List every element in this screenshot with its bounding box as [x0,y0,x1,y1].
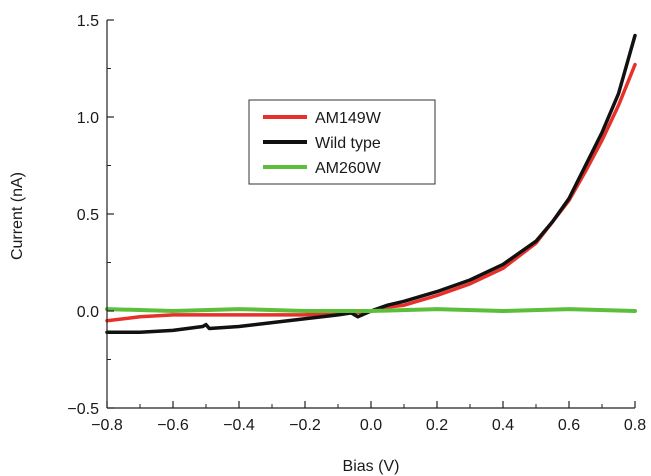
x-tick-label: −0.8 [91,417,123,434]
y-tick-label: 0.5 [77,207,99,224]
series-line-3 [105,307,637,313]
x-tick-label: 0.0 [360,417,382,434]
axes: −0.8 −0.6 −0.4 −0.2 0.0 0.2 0.4 0.6 0.8 −0.5 0.0 0.… [67,13,646,434]
x-tick-label: 0.2 [426,417,448,434]
x-tick-label: 0.4 [492,417,514,434]
series-lines [105,33,637,335]
y-tick-label: 0.0 [77,304,99,321]
y-axis-title: Current (nA) [9,172,26,260]
legend-label: AM260W [315,160,382,177]
legend-label: AM149W [315,110,382,127]
x-tick-label: −0.4 [223,417,255,434]
x-axis-title: Bias (V) [343,458,400,475]
legend: AM149W Wild type AM260W [248,99,436,185]
x-tick-label: −0.6 [157,417,189,434]
x-tick-label: 0.6 [558,417,580,434]
y-tick-label: 1.5 [77,13,99,30]
y-tick-label: 1.0 [77,110,99,127]
legend-label: Wild type [315,135,381,152]
x-tick-label: −0.2 [289,417,321,434]
y-tick-label: −0.5 [67,401,99,418]
x-tick-label: 0.8 [624,417,646,434]
